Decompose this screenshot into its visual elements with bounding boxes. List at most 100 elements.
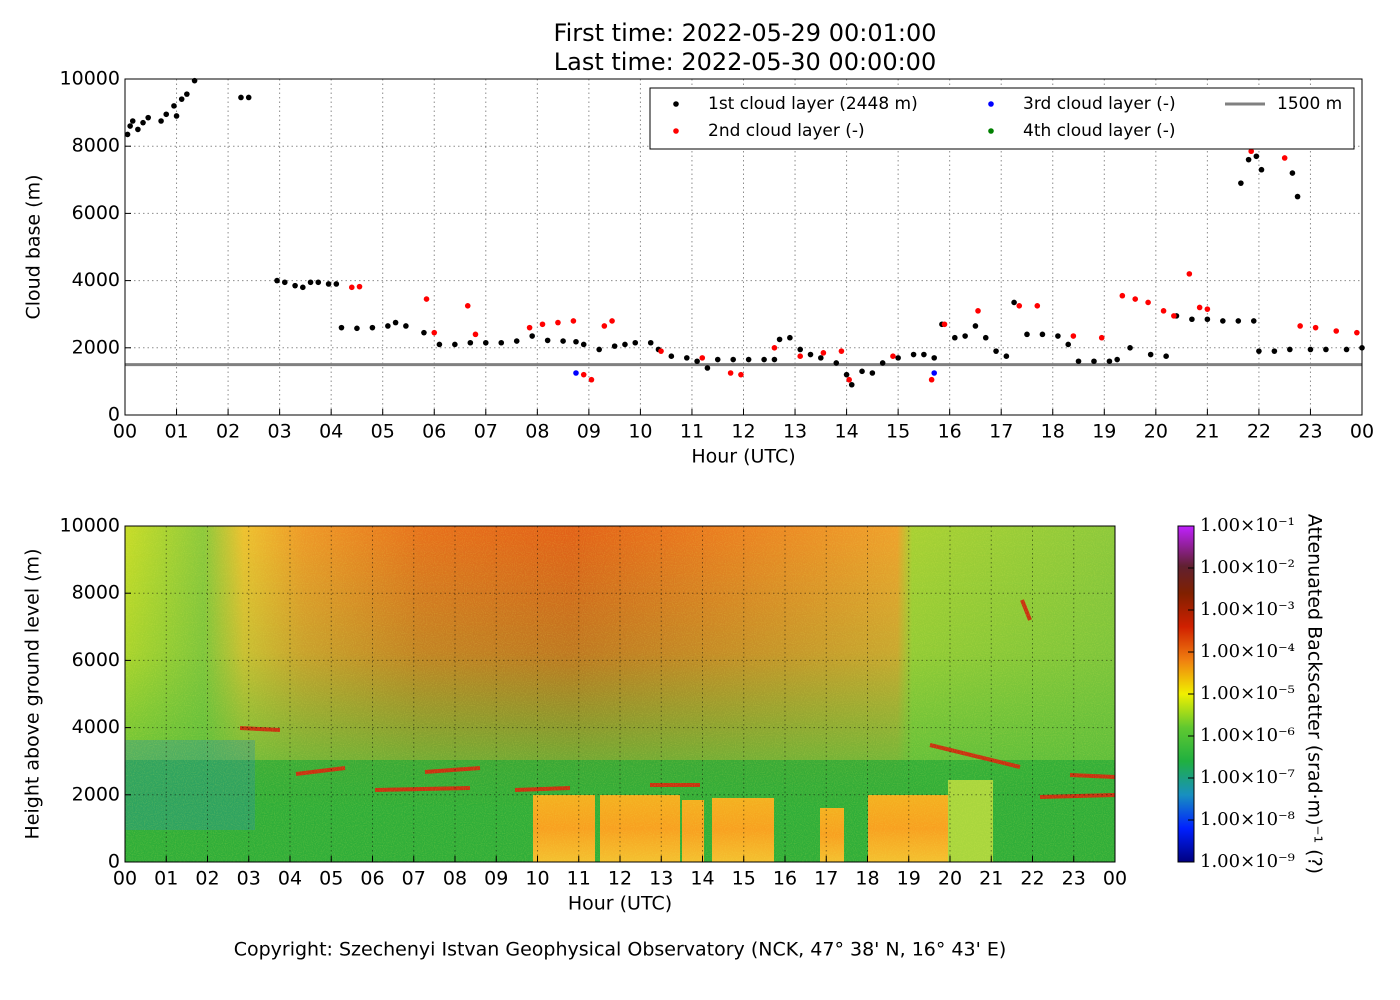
data-point [354,325,360,332]
x-tick-label: 23 [1062,868,1086,890]
data-point [431,329,438,336]
data-point [307,279,314,286]
data-point [135,126,141,133]
data-point [1204,306,1211,312]
x-tick-label: 17 [989,421,1013,443]
data-point [436,341,443,348]
title: First time: 2022-05-29 00:01:00 [554,19,937,47]
data-point [423,296,430,302]
data-point [1163,353,1169,360]
x-tick-label: 22 [1247,421,1271,443]
colorbar-tick-label: 1.00×10⁻⁵ [1200,683,1295,704]
legend-marker [988,128,994,134]
y-tick-label: 2000 [72,336,120,358]
data-point [403,323,409,329]
x-tick-label: 18 [1041,421,1065,443]
plot-frame [124,525,1116,863]
data-point [1160,308,1167,314]
data-point [1034,303,1041,309]
data-point [171,103,177,109]
data-point [1281,155,1288,161]
x-tick-label: 10 [628,421,652,443]
legend-label: 3rd cloud layer (-) [1023,94,1176,114]
data-point [1204,316,1211,323]
data-point [601,323,608,329]
colorbar-tick-label: 1.00×10⁻³ [1200,599,1295,620]
data-point [684,355,690,361]
data-point [1024,331,1030,338]
data-point [158,118,164,124]
data-point [498,339,505,346]
data-point [452,341,458,348]
data-point [771,356,778,363]
data-point [1055,333,1061,339]
data-point [931,355,938,361]
data-point [145,114,151,121]
legend-label: 1500 m [1277,94,1342,114]
data-point [467,339,474,346]
data-point [325,281,332,287]
x-tick-label: 05 [319,868,343,890]
data-point [482,339,489,346]
x-tick-label: 18 [855,868,879,890]
data-point [1271,348,1278,354]
data-point [580,371,587,378]
y-tick-label: 4000 [72,716,120,738]
data-point [797,346,803,353]
data-point [1147,351,1154,358]
data-point [1003,353,1010,360]
data-point [1245,156,1252,163]
data-point [848,381,855,388]
y-tick-label: 10000 [60,515,120,537]
y-axis-label: Cloud base (m) [23,175,45,320]
data-point [1119,292,1126,299]
data-point [846,376,852,383]
legend-marker [673,101,679,107]
data-point [1333,328,1340,334]
data-point [238,94,244,101]
data-point [472,331,479,338]
x-tick-label: 07 [402,868,426,890]
x-tick-label: 16 [938,421,962,443]
x-tick-label: 03 [268,421,292,443]
data-point [952,334,958,341]
data-point [421,329,427,336]
x-tick-label: 03 [237,868,261,890]
data-point [668,353,675,360]
data-point [588,376,595,383]
x-tick-label: 19 [897,868,921,890]
data-point [356,283,363,290]
data-point [1196,304,1203,311]
x-tick-label: 09 [484,868,508,890]
x-tick-label: 07 [474,421,498,443]
x-tick-label: 06 [422,421,446,443]
data-point [694,358,700,365]
data-point [797,353,803,360]
data-point [1016,303,1023,309]
x-tick-label: 08 [525,421,549,443]
legend-label: 2nd cloud layer (-) [708,121,865,141]
data-point [833,360,840,366]
data-point [300,284,306,291]
x-tick-label: 22 [1020,868,1044,890]
x-tick-label: 11 [680,421,704,443]
data-point [464,303,471,309]
data-point [338,324,345,331]
plot-frame [124,78,1363,416]
y-tick-label: 0 [108,851,120,873]
x-tick-label: 06 [360,868,384,890]
y-tick-label: 8000 [72,135,120,157]
x-tick-label: 13 [649,868,673,890]
data-point [173,113,180,119]
data-point [1186,271,1193,277]
x-tick-label: 11 [567,868,591,890]
data-point [745,356,752,363]
data-point [1114,356,1120,363]
data-point [658,348,664,354]
legend [649,87,1355,150]
data-point [539,321,546,328]
data-point [1287,346,1293,353]
data-point [573,338,579,345]
x-tick-label: 00 [113,421,137,443]
data-point [596,346,602,353]
